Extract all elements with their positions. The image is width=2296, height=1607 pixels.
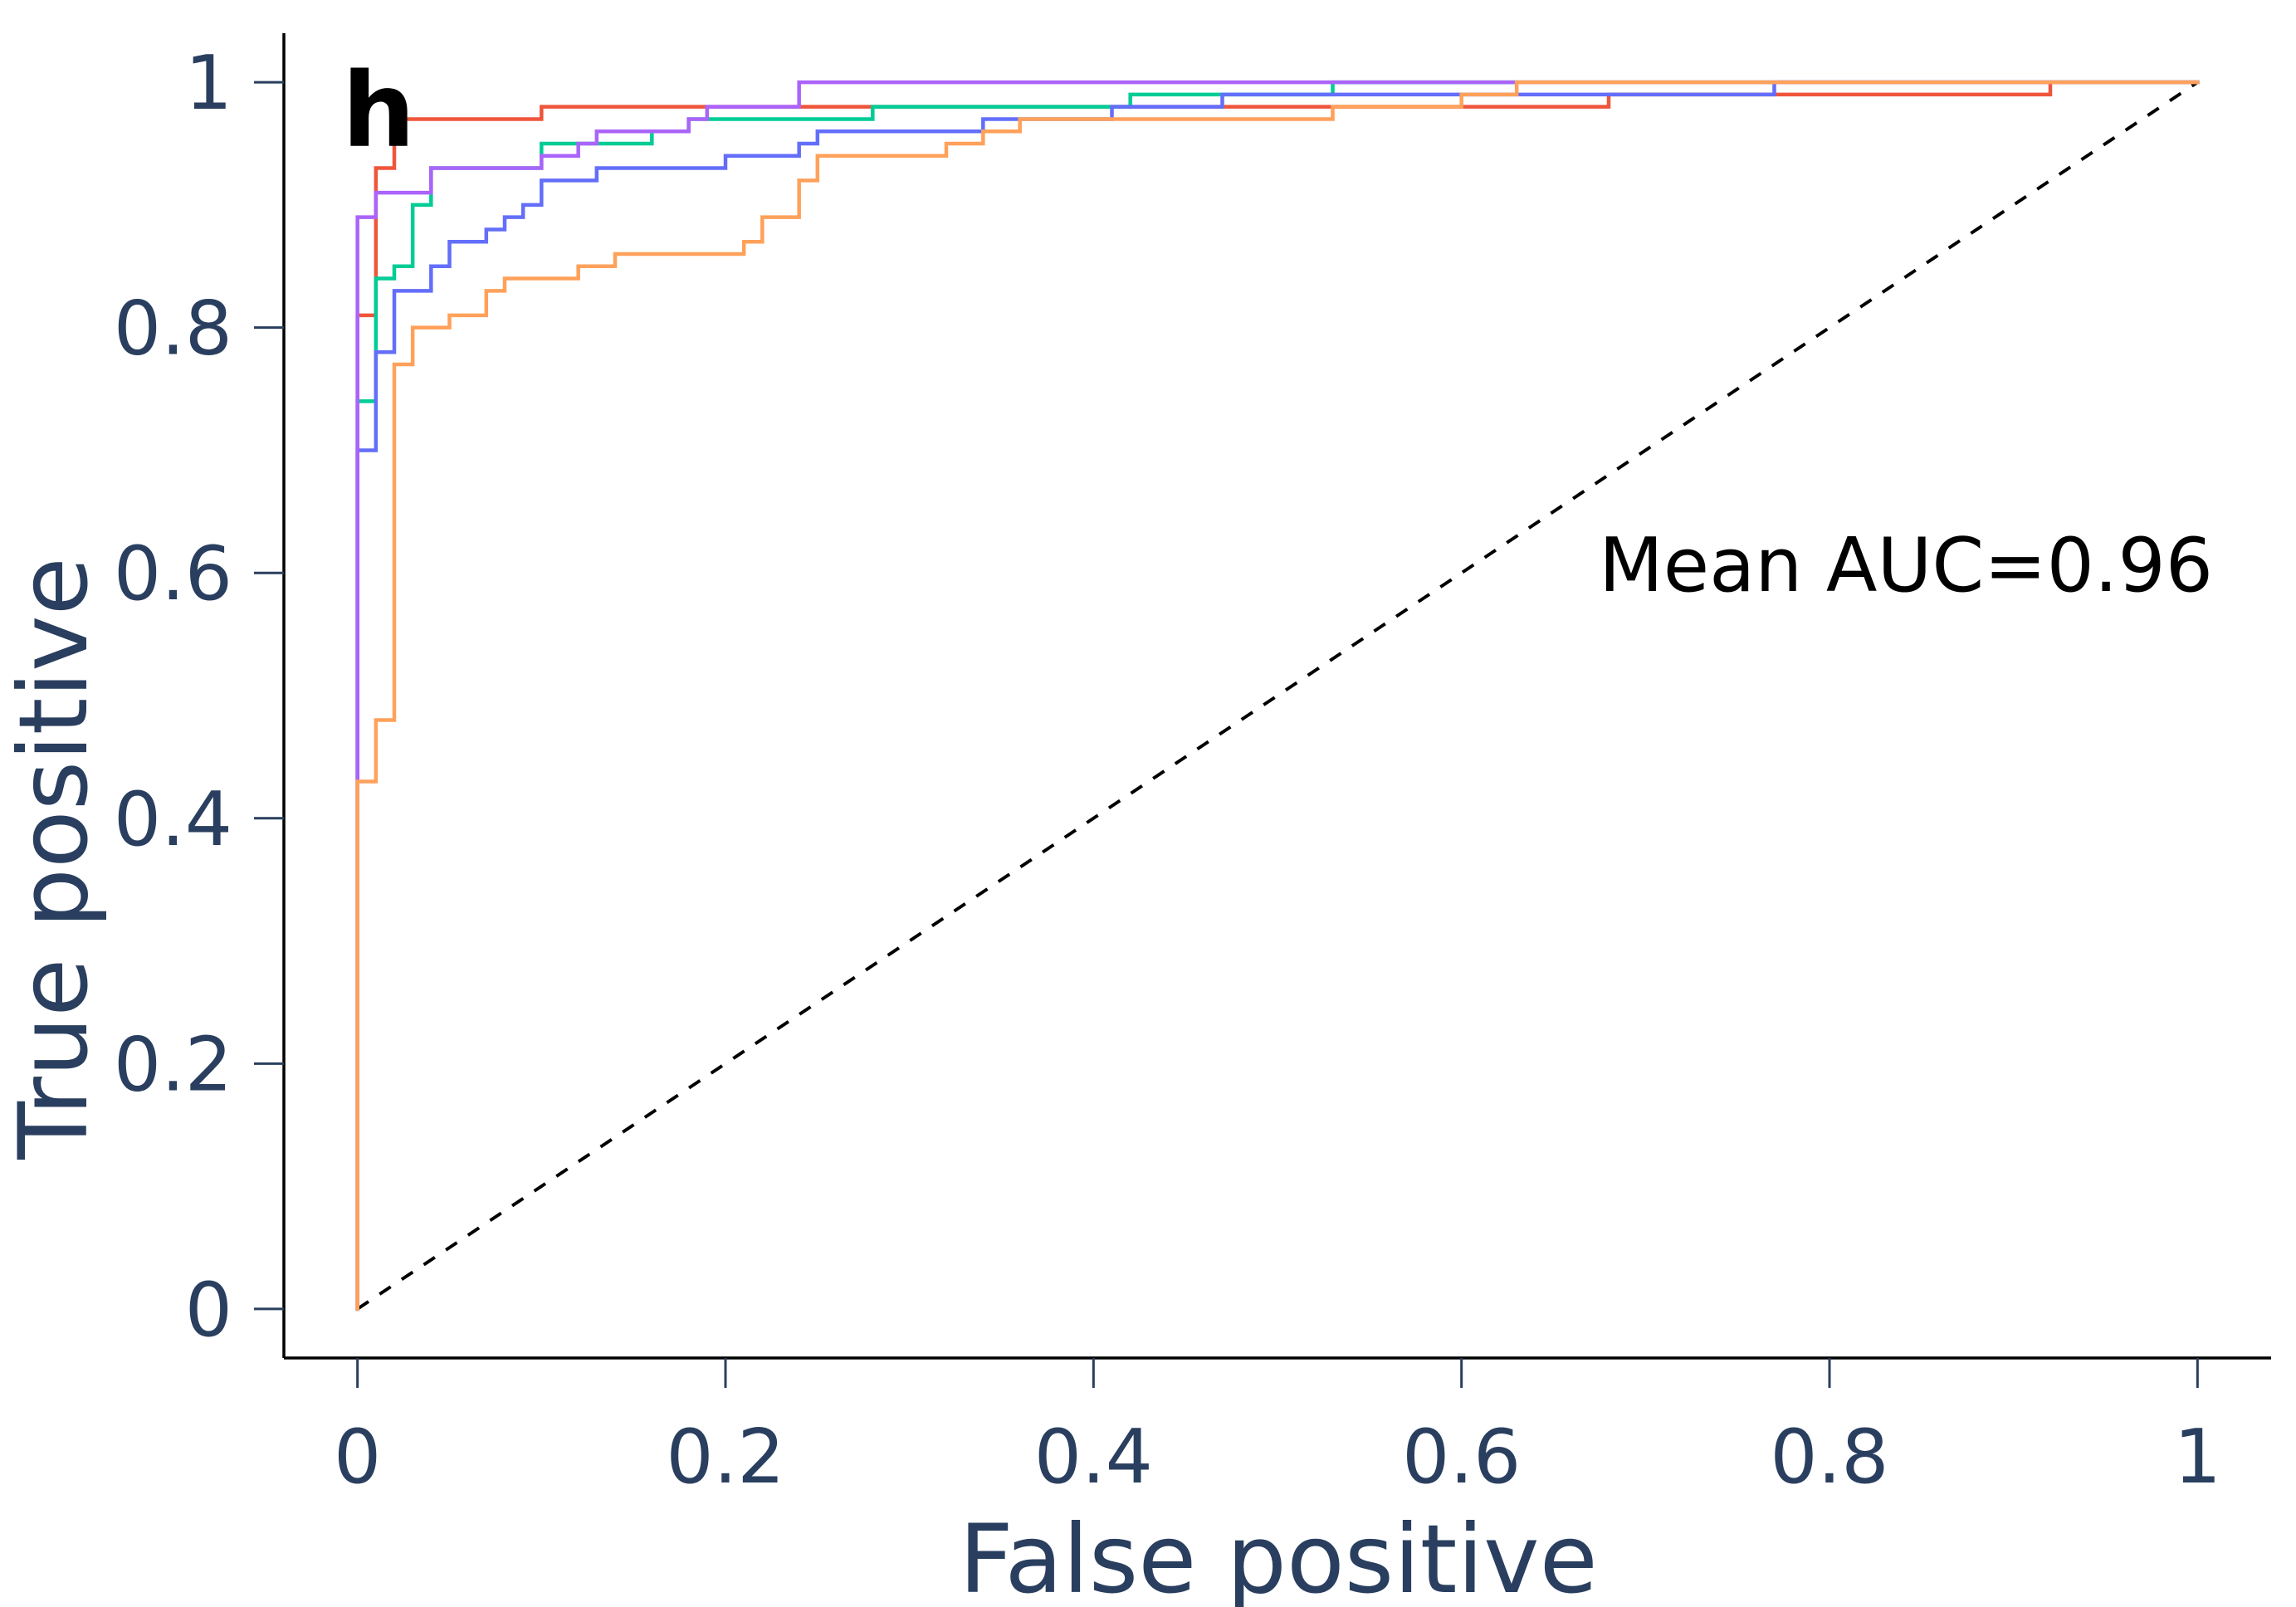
x-axis-title: False positive bbox=[959, 1504, 1598, 1607]
y-tick-label: 0.2 bbox=[114, 1021, 232, 1108]
y-axis-title: True positive bbox=[0, 557, 109, 1160]
y-tick-label: 0 bbox=[185, 1267, 232, 1354]
y-tick-label: 1 bbox=[185, 40, 232, 127]
x-tick-label: 0.4 bbox=[1034, 1414, 1153, 1501]
y-tick-label: 0.8 bbox=[114, 286, 232, 373]
chance-diagonal-line bbox=[356, 81, 2199, 1311]
x-tick-label: 1 bbox=[2174, 1414, 2221, 1501]
axes-layer bbox=[282, 33, 2271, 1360]
x-tick-label: 0.8 bbox=[1770, 1414, 1888, 1501]
y-tick-label: 0.6 bbox=[114, 530, 232, 618]
roc-curve-3 bbox=[355, 80, 2200, 1311]
panel-label: h bbox=[342, 51, 415, 171]
y-tick-label: 0.4 bbox=[114, 776, 232, 863]
diagonal-layer bbox=[356, 81, 2199, 1311]
x-tick-label: 0.2 bbox=[666, 1414, 784, 1501]
ticks-layer: 0 0.2 0.4 0.6 0.8 1 0 0.2 0.4 0.6 0.8 1 bbox=[114, 40, 2221, 1501]
x-tick-label: 0.6 bbox=[1402, 1414, 1521, 1501]
x-tick-label: 0 bbox=[334, 1414, 381, 1501]
roc-curve-2 bbox=[355, 80, 2200, 1311]
roc-curve-4 bbox=[355, 80, 2200, 1311]
series-layer bbox=[355, 80, 2200, 1311]
mean-auc-annotation: Mean AUC=0.96 bbox=[1599, 522, 2213, 609]
roc-curve-5 bbox=[355, 80, 2200, 1311]
